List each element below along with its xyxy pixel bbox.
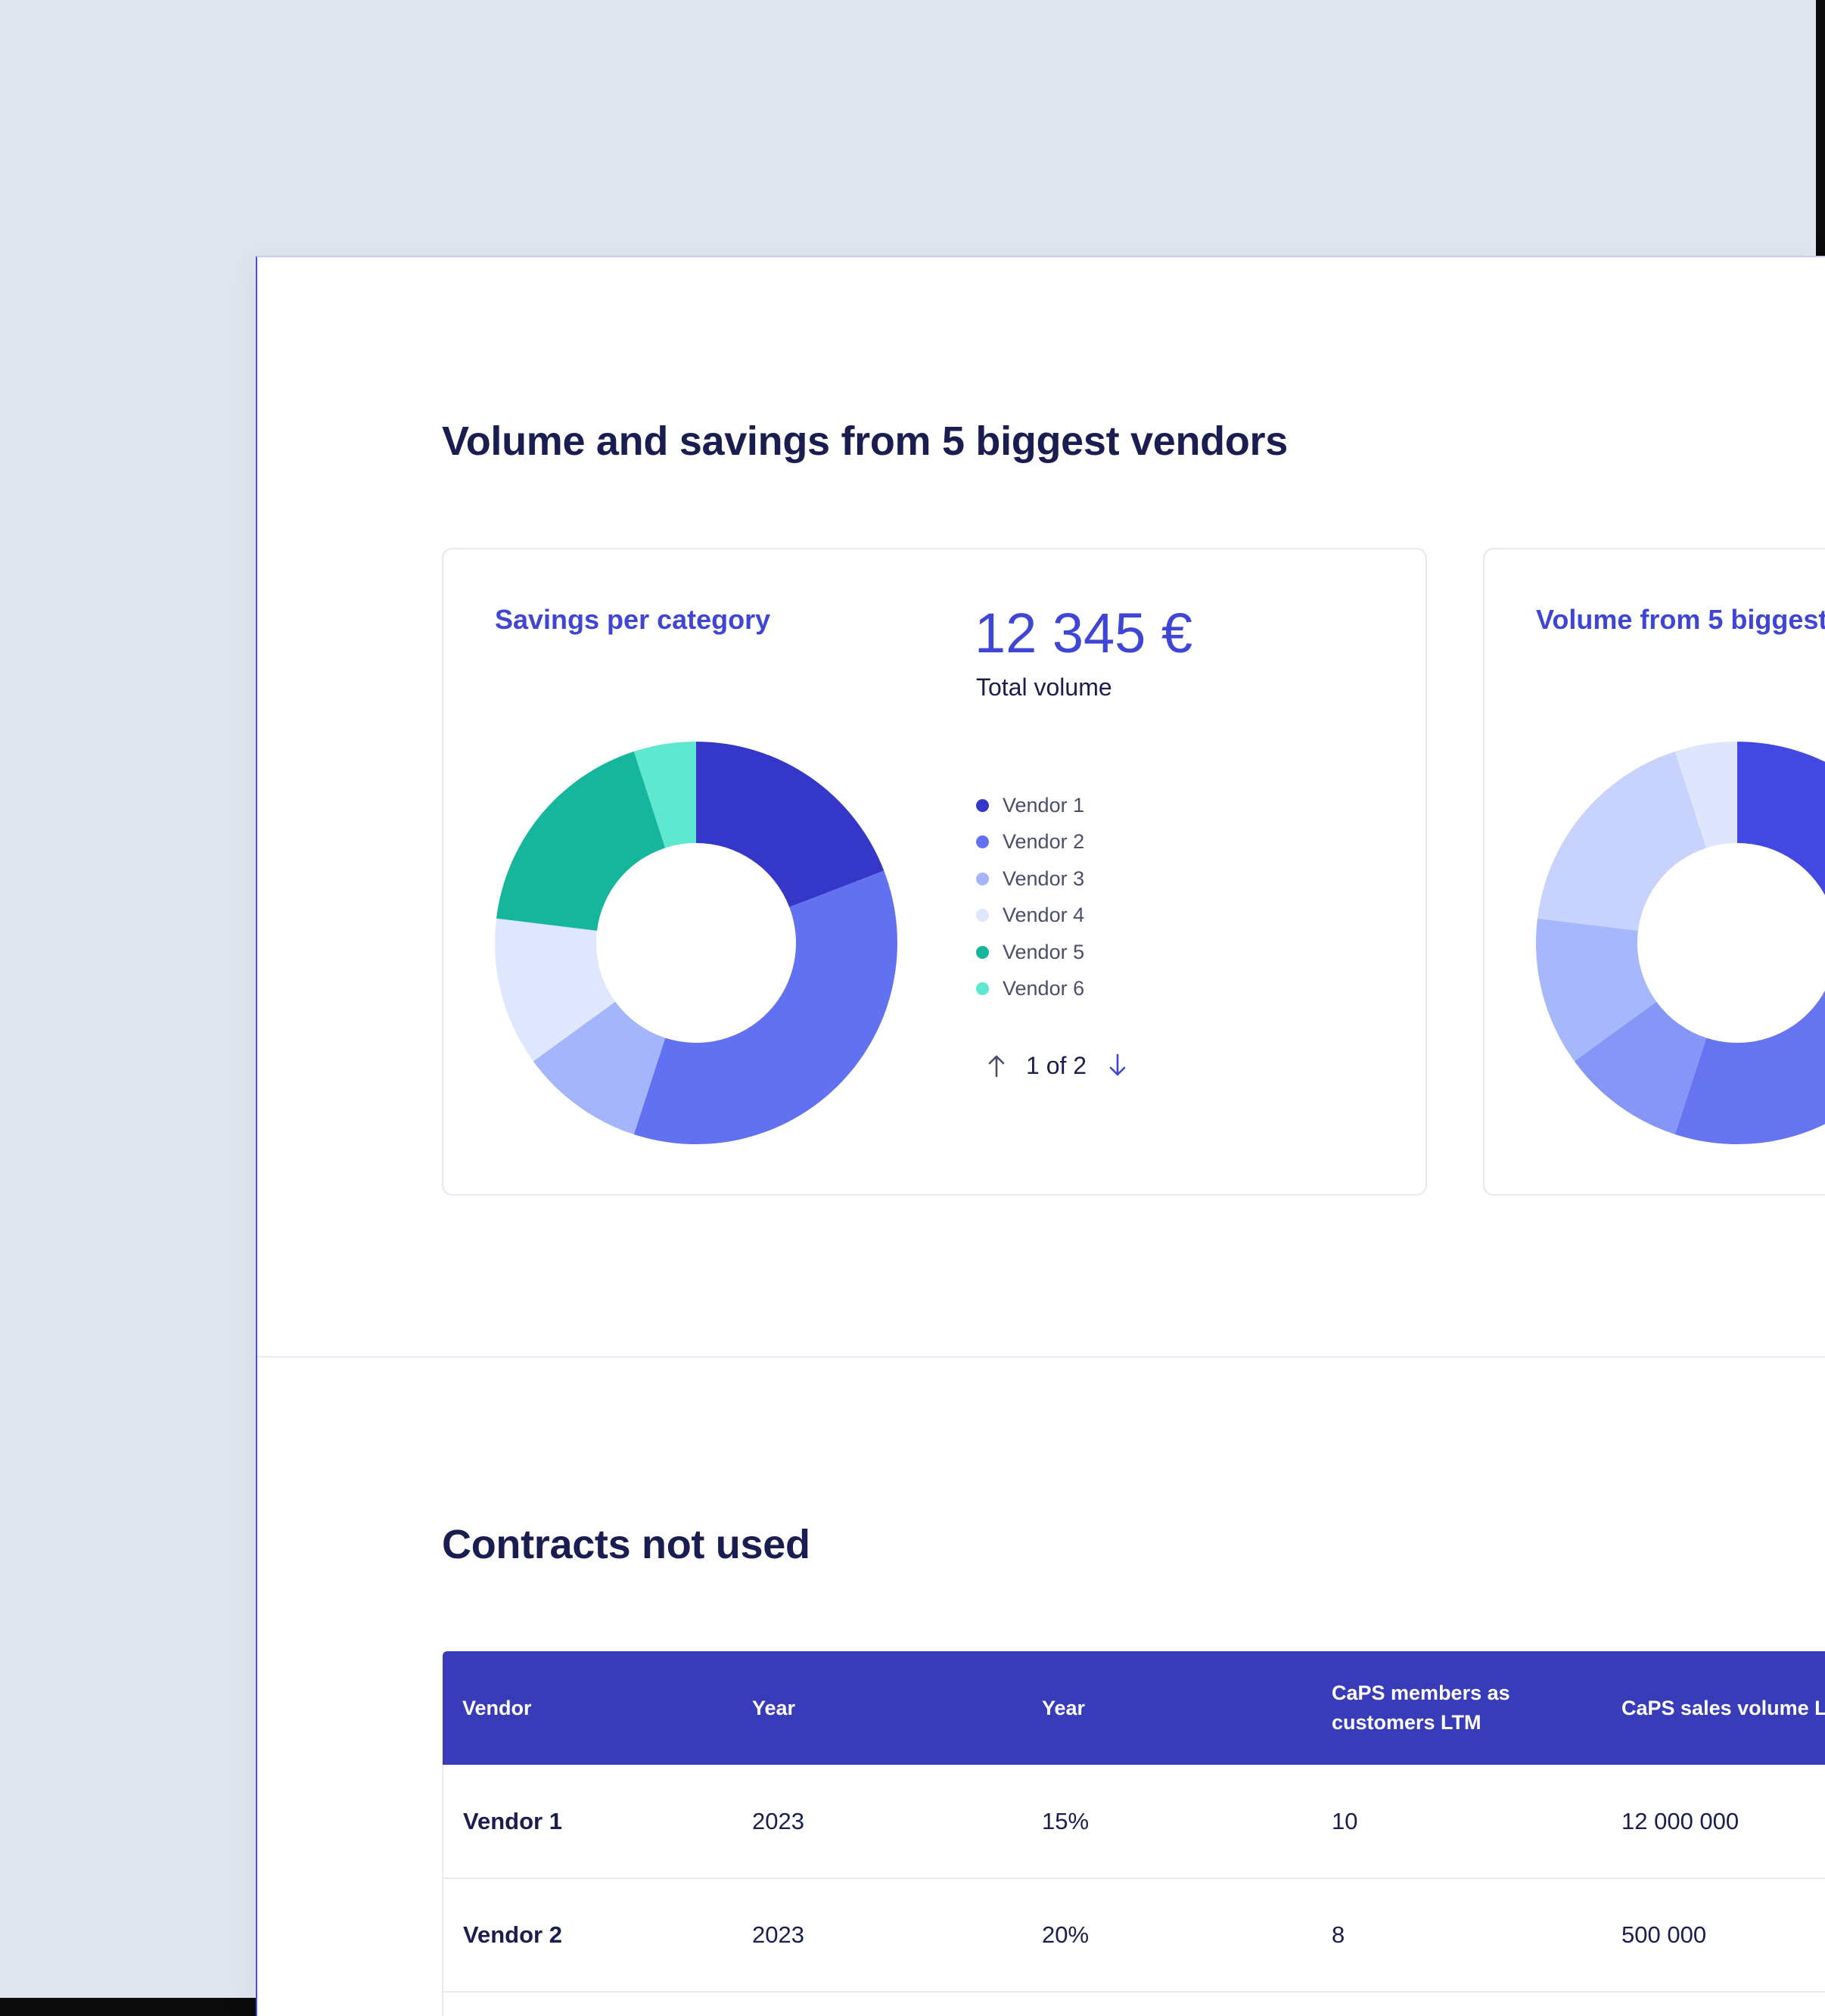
- legend-label: Vendor 3: [1003, 866, 1085, 890]
- legend-label: Vendor 5: [1003, 940, 1085, 963]
- legend-item-vendor-1: Vendor 1: [976, 787, 1084, 824]
- volume-donut-slice-3: [1574, 1001, 1707, 1134]
- cell-members: 8: [1312, 1878, 1602, 1993]
- legend-label: Vendor 6: [1003, 977, 1085, 1000]
- column-header-members[interactable]: CaPS members as customers LTM: [1312, 1651, 1602, 1765]
- volume-donut-slice-2: [1674, 990, 1825, 1144]
- cell-members: [1312, 1992, 1602, 2016]
- legend-dot-vendor-1: [976, 798, 989, 812]
- table-header-row: Vendor Year Year CaPS members as custome…: [443, 1651, 1825, 1765]
- savings-donut-slice-4: [495, 918, 616, 1062]
- cell-vendor: Vendor 2: [442, 1878, 732, 1993]
- legend-dot-vendor-3: [976, 872, 989, 885]
- total-volume-label: Total volume: [976, 674, 1112, 701]
- volume-from-vendors-card: Volume from 5 biggest: [1483, 548, 1825, 1196]
- column-header-vendor[interactable]: Vendor: [443, 1651, 732, 1765]
- cell-year: 2023: [732, 1878, 1022, 1993]
- savings-legend: Vendor 1 Vendor 2 Vendor 3 Vendor 4 Vend…: [976, 787, 1084, 1007]
- cell-vendor: [442, 1992, 732, 2016]
- cell-sales-volume: [1602, 1992, 1825, 2016]
- contracts-section-title: Contracts not used: [442, 1522, 810, 1567]
- savings-donut-chart: [495, 742, 897, 1144]
- volume-donut-chart: [1536, 742, 1825, 1144]
- window-edge-bottom: [0, 1998, 256, 2016]
- legend-dot-vendor-5: [976, 945, 989, 959]
- volume-section-title: Volume and savings from 5 biggest vendor…: [442, 418, 1288, 464]
- savings-card-title: Savings per category: [495, 604, 771, 635]
- legend-dot-vendor-4: [976, 909, 989, 922]
- column-header-year[interactable]: Year: [732, 1651, 1022, 1765]
- table-row[interactable]: [442, 1992, 1825, 2016]
- arrow-up-icon[interactable]: [985, 1050, 1008, 1081]
- cell-sales-volume: 500 000: [1602, 1878, 1825, 1993]
- legend-pagination: 1 of 2: [985, 1050, 1129, 1081]
- section-divider: [257, 1356, 1825, 1358]
- legend-item-vendor-6: Vendor 6: [976, 971, 1084, 1008]
- table-row[interactable]: Vendor 2 2023 20% 8 500 000: [442, 1878, 1825, 1993]
- savings-donut-slice-3: [533, 1001, 666, 1134]
- volume-donut-slice-5: [1537, 751, 1707, 931]
- cell-percent: 15%: [1022, 1765, 1312, 1879]
- legend-label: Vendor 4: [1003, 904, 1085, 927]
- legend-item-vendor-5: Vendor 5: [976, 934, 1084, 971]
- window-edge-right: [1816, 0, 1825, 256]
- cell-percent: 20%: [1022, 1878, 1312, 1993]
- arrow-down-icon[interactable]: [1106, 1050, 1129, 1081]
- legend-item-vendor-3: Vendor 3: [976, 860, 1084, 898]
- savings-donut-slice-1: [696, 742, 885, 907]
- cell-members: 10: [1312, 1765, 1602, 1879]
- pagination-label: 1 of 2: [1026, 1051, 1087, 1079]
- legend-label: Vendor 1: [1003, 793, 1085, 817]
- savings-donut-slice-5: [496, 751, 666, 931]
- legend-item-vendor-4: Vendor 4: [976, 898, 1084, 935]
- arrow-down-glyph: [1109, 1053, 1126, 1076]
- total-volume-value: 12 345 €: [975, 602, 1193, 664]
- legend-dot-vendor-6: [976, 982, 989, 996]
- report-panel: Volume and savings from 5 biggest vendor…: [256, 256, 1825, 2016]
- contracts-table: Vendor Year Year CaPS members as custome…: [442, 1651, 1825, 2016]
- cell-sales-volume: 12 000 000: [1602, 1765, 1825, 1879]
- volume-card-title: Volume from 5 biggest: [1536, 604, 1825, 635]
- savings-donut-slice-2: [633, 870, 897, 1144]
- volume-donut-slice-4: [1536, 918, 1657, 1062]
- cell-year: [732, 1992, 1022, 2016]
- volume-donut-slice-1: [1737, 742, 1825, 896]
- column-header-year-percent[interactable]: Year: [1022, 1651, 1312, 1765]
- savings-donut-slice-6: [633, 742, 696, 848]
- legend-item-vendor-2: Vendor 2: [976, 824, 1084, 861]
- table-row[interactable]: Vendor 1 2023 15% 10 12 000 000: [442, 1765, 1825, 1879]
- legend-dot-vendor-2: [976, 835, 989, 849]
- arrow-up-glyph: [988, 1055, 1005, 1078]
- legend-label: Vendor 2: [1003, 830, 1085, 854]
- volume-donut-slice-6: [1674, 742, 1737, 848]
- column-header-sales-volume[interactable]: CaPS sales volume LTM: [1602, 1651, 1825, 1765]
- savings-per-category-card: Savings per category 12 345 € Total volu…: [442, 548, 1427, 1196]
- cell-year: 2023: [732, 1765, 1022, 1879]
- cell-vendor: Vendor 1: [442, 1765, 732, 1879]
- cell-percent: [1022, 1992, 1312, 2016]
